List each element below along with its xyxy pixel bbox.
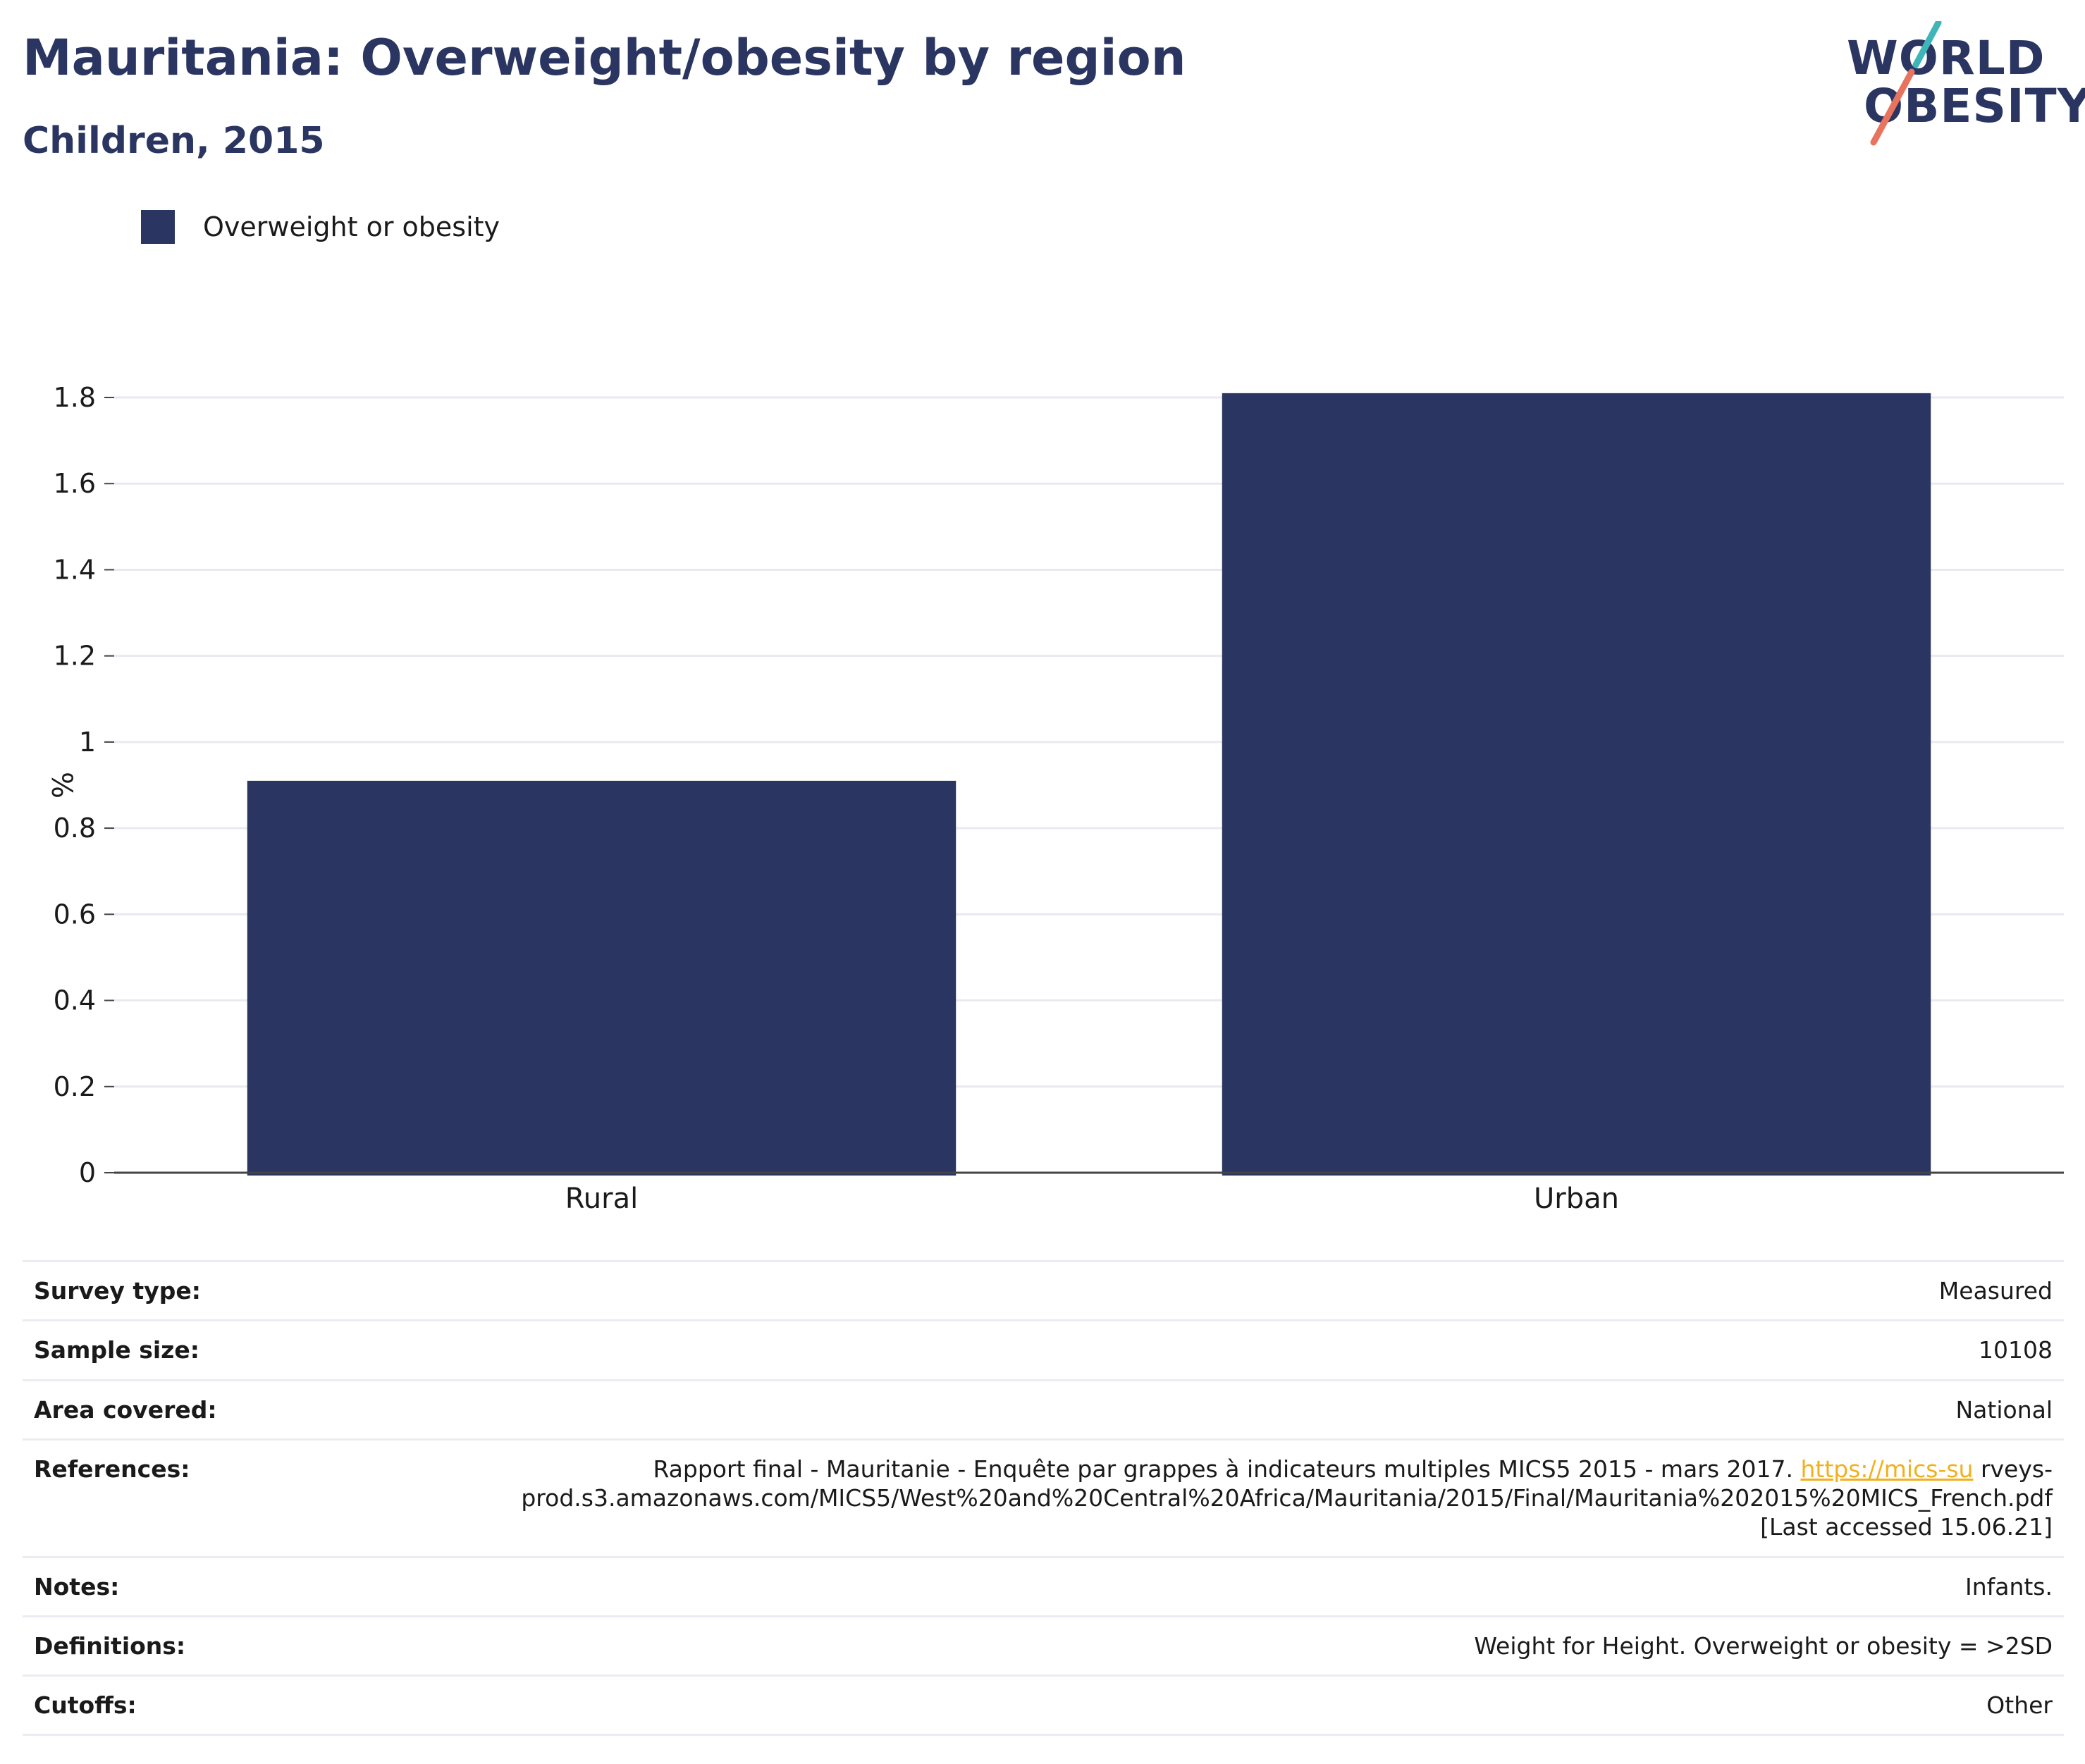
info-key: Cutoffs:	[23, 1674, 412, 1737]
chart-title: Mauritania: Overweight/obesity by region	[23, 29, 1186, 87]
info-key: Sample size:	[23, 1319, 412, 1380]
y-tick-label: 1.2	[54, 641, 96, 672]
y-tick-label: 0.6	[54, 899, 96, 930]
y-tick-label: 1.8	[54, 382, 96, 413]
y-tick-label: 1.4	[54, 554, 96, 585]
info-row-survey-type: Survey type: Measured	[23, 1259, 2064, 1321]
info-value: Infants.	[412, 1555, 2064, 1617]
bar-chart: 0 0.2 0.4 0.6 0.8 1 1.2 1.4 1.6 1.8% Rural Urban	[45, 382, 2064, 1215]
info-row-cutoffs: Cutoffs: Other	[23, 1674, 2064, 1737]
info-key: Survey type:	[23, 1259, 412, 1321]
info-value: Other	[412, 1674, 2064, 1737]
reference-accessed: [Last accessed 15.06.21]	[1760, 1513, 2053, 1541]
info-key: Area covered:	[23, 1378, 412, 1440]
info-value: Rapport final - Mauritanie - Enquête par…	[412, 1438, 2064, 1557]
reference-link[interactable]: https://mics-su	[1800, 1455, 1974, 1483]
x-tick-label: Urban	[1534, 1183, 1619, 1215]
info-row-notes: Notes: Infants.	[23, 1555, 2064, 1617]
info-row-definitions: Definitions: Weight for Height. Overweig…	[23, 1615, 2064, 1676]
y-tick-label: 1	[79, 727, 96, 758]
bar-urban	[1222, 393, 1931, 1176]
y-tick-label: 0.8	[54, 813, 96, 844]
reference-url-line: prod.s3.amazonaws.com/MICS5/West%20and%2…	[521, 1484, 2053, 1512]
info-value: National	[412, 1378, 2064, 1440]
bar-rural	[247, 780, 957, 1176]
logo-line-1: WORLD	[1847, 31, 2046, 85]
y-tick-label: 1.6	[54, 468, 96, 499]
x-tick-label: Rural	[565, 1183, 638, 1215]
reference-text-cont: rveys-	[1973, 1455, 2053, 1483]
info-row-area-covered: Area covered: National	[23, 1378, 2064, 1440]
y-tick-label: 0.4	[54, 985, 96, 1016]
info-row-sample-size: Sample size: 10108	[23, 1319, 2064, 1380]
legend-label: Overweight or obesity	[203, 211, 500, 242]
info-row-references: References: Rapport final - Mauritanie -…	[23, 1438, 2064, 1557]
info-key: References:	[23, 1438, 412, 1557]
world-obesity-logo: WORLD OBESITY	[1833, 21, 2085, 148]
info-key: Notes:	[23, 1555, 412, 1617]
info-value: Measured	[412, 1259, 2064, 1321]
info-value: Weight for Height. Overweight or obesity…	[412, 1615, 2064, 1676]
chart-subtitle: Children, 2015	[23, 120, 325, 162]
info-key: Definitions:	[23, 1615, 412, 1676]
legend: Overweight or obesity	[141, 210, 500, 244]
y-tick-label: 0.2	[54, 1071, 96, 1102]
reference-text: Rapport final - Mauritanie - Enquête par…	[653, 1455, 1801, 1483]
info-value: 10108	[412, 1319, 2064, 1380]
legend-swatch	[141, 210, 175, 244]
y-axis-label: %	[45, 772, 78, 798]
y-tick-label: 0	[79, 1157, 96, 1188]
survey-info-table: Survey type: Measured Sample size: 10108…	[23, 1259, 2064, 1737]
logo-slash-icon	[1870, 21, 1942, 146]
